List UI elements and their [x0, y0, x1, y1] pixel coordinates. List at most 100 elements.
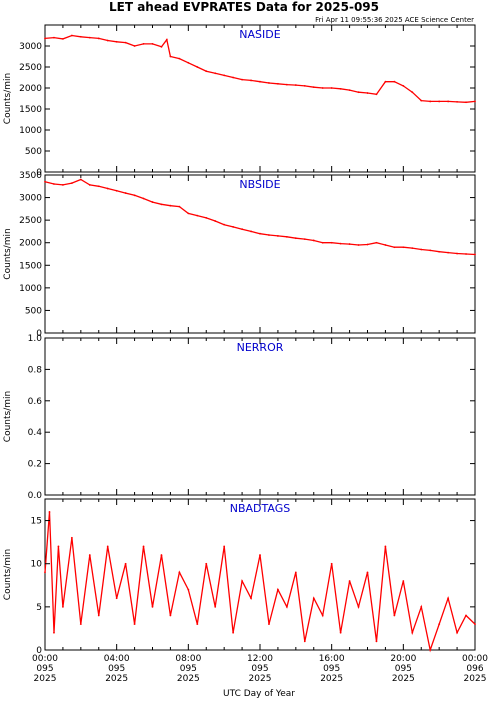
data-point — [178, 205, 181, 208]
data-point — [178, 57, 181, 60]
data-point — [241, 78, 243, 81]
y-axis-label: Counts/min — [3, 228, 13, 279]
data-point — [357, 605, 360, 608]
y-tick-label: 1500 — [19, 105, 42, 115]
y-tick-label: 0 — [36, 329, 42, 339]
panel-frame — [44, 24, 476, 173]
data-point — [241, 580, 243, 582]
data-point — [53, 631, 55, 634]
data-point — [196, 623, 199, 626]
x-tick-label: 04:00 — [104, 654, 130, 664]
data-point — [447, 100, 450, 103]
data-point — [339, 87, 342, 90]
data-point — [259, 80, 261, 83]
y-tick-label: 0 — [36, 646, 42, 656]
panel-nbside: 0 500 1000 1500 2000 2500 3000 3500 Counts/min NB… — [3, 171, 476, 339]
data-point — [165, 38, 168, 41]
data-point — [393, 246, 396, 249]
data-point — [312, 86, 315, 89]
chart-title: LET ahead EVPRATES Data for 2025-095 — [109, 0, 379, 14]
data-point — [133, 623, 136, 626]
data-point — [241, 228, 243, 231]
data-point — [268, 623, 270, 626]
x-tick-label: 2025 — [34, 674, 57, 684]
data-point — [115, 40, 118, 43]
y-tick-label: 3000 — [19, 194, 42, 204]
x-tick-labels: 00:00095202504:00095202508:00095202512:0… — [32, 654, 488, 684]
data-point — [312, 239, 315, 242]
y-tick-label: 3000 — [19, 42, 42, 52]
data-point — [169, 614, 172, 617]
data-point — [142, 43, 145, 45]
y-tick-label: 1000 — [19, 126, 42, 136]
data-point — [106, 39, 109, 42]
data-point — [268, 82, 270, 84]
data-point — [232, 226, 235, 228]
x-axis-label: UTC Day of Year — [223, 689, 295, 699]
data-point — [106, 187, 109, 190]
data-point — [106, 545, 109, 548]
data-point — [438, 623, 441, 626]
data-point — [187, 588, 190, 591]
data-point — [339, 631, 342, 634]
data-point — [384, 80, 387, 83]
data-point — [420, 248, 423, 251]
y-axis-label: Counts/min — [3, 549, 13, 600]
data-point — [151, 201, 154, 203]
data-point — [429, 249, 432, 252]
data-point — [133, 194, 136, 197]
data-point — [53, 183, 55, 185]
data-point — [277, 588, 279, 591]
data-point — [70, 536, 73, 539]
data-point — [384, 545, 387, 548]
data-point — [277, 82, 279, 85]
x-tick-label: 095 — [108, 664, 125, 674]
data-point — [79, 623, 82, 626]
y-tick-label: 0.2 — [28, 460, 42, 470]
data-point — [214, 605, 217, 608]
data-point — [151, 605, 154, 608]
data-point — [474, 100, 476, 103]
data-point — [357, 91, 360, 94]
data-point — [178, 571, 181, 574]
y-tick-label: 15 — [31, 517, 42, 527]
data-point — [402, 246, 405, 249]
data-point — [259, 554, 261, 556]
data-point — [294, 84, 297, 86]
data-point — [115, 597, 118, 600]
data-point — [160, 45, 163, 48]
data-point — [420, 605, 423, 608]
y-tick-label: 500 — [25, 147, 42, 157]
data-point — [303, 640, 306, 643]
x-tick-label: 2025 — [105, 674, 128, 684]
data-point — [196, 214, 199, 217]
data-point — [88, 36, 91, 39]
data-point — [70, 34, 73, 37]
x-tick-label: 095 — [395, 664, 412, 674]
panels-group: 050010001500200025003000Counts/minNASIDE… — [3, 24, 488, 684]
data-point — [366, 571, 369, 574]
data-point — [187, 61, 190, 64]
data-point — [57, 545, 60, 548]
data-point — [393, 80, 396, 83]
data-point — [62, 184, 64, 186]
data-point — [124, 562, 127, 565]
data-point — [268, 234, 270, 236]
data-point — [151, 43, 154, 45]
data-point — [465, 253, 467, 255]
data-point — [169, 204, 172, 207]
x-tick-label: 095 — [36, 664, 53, 674]
data-point — [187, 212, 190, 215]
data-point — [465, 614, 467, 617]
panel-naside: 0 500 1000 1500 2000 2500 3000 Counts/min NASIDE — [3, 24, 476, 178]
data-point — [48, 511, 51, 513]
data-point — [456, 631, 458, 634]
data-point — [285, 83, 288, 86]
data-point — [330, 562, 333, 565]
data-point — [402, 580, 405, 582]
data-point — [160, 554, 163, 556]
data-point — [348, 580, 351, 582]
y-tick-label: 0.0 — [28, 491, 43, 501]
data-point — [474, 623, 476, 626]
